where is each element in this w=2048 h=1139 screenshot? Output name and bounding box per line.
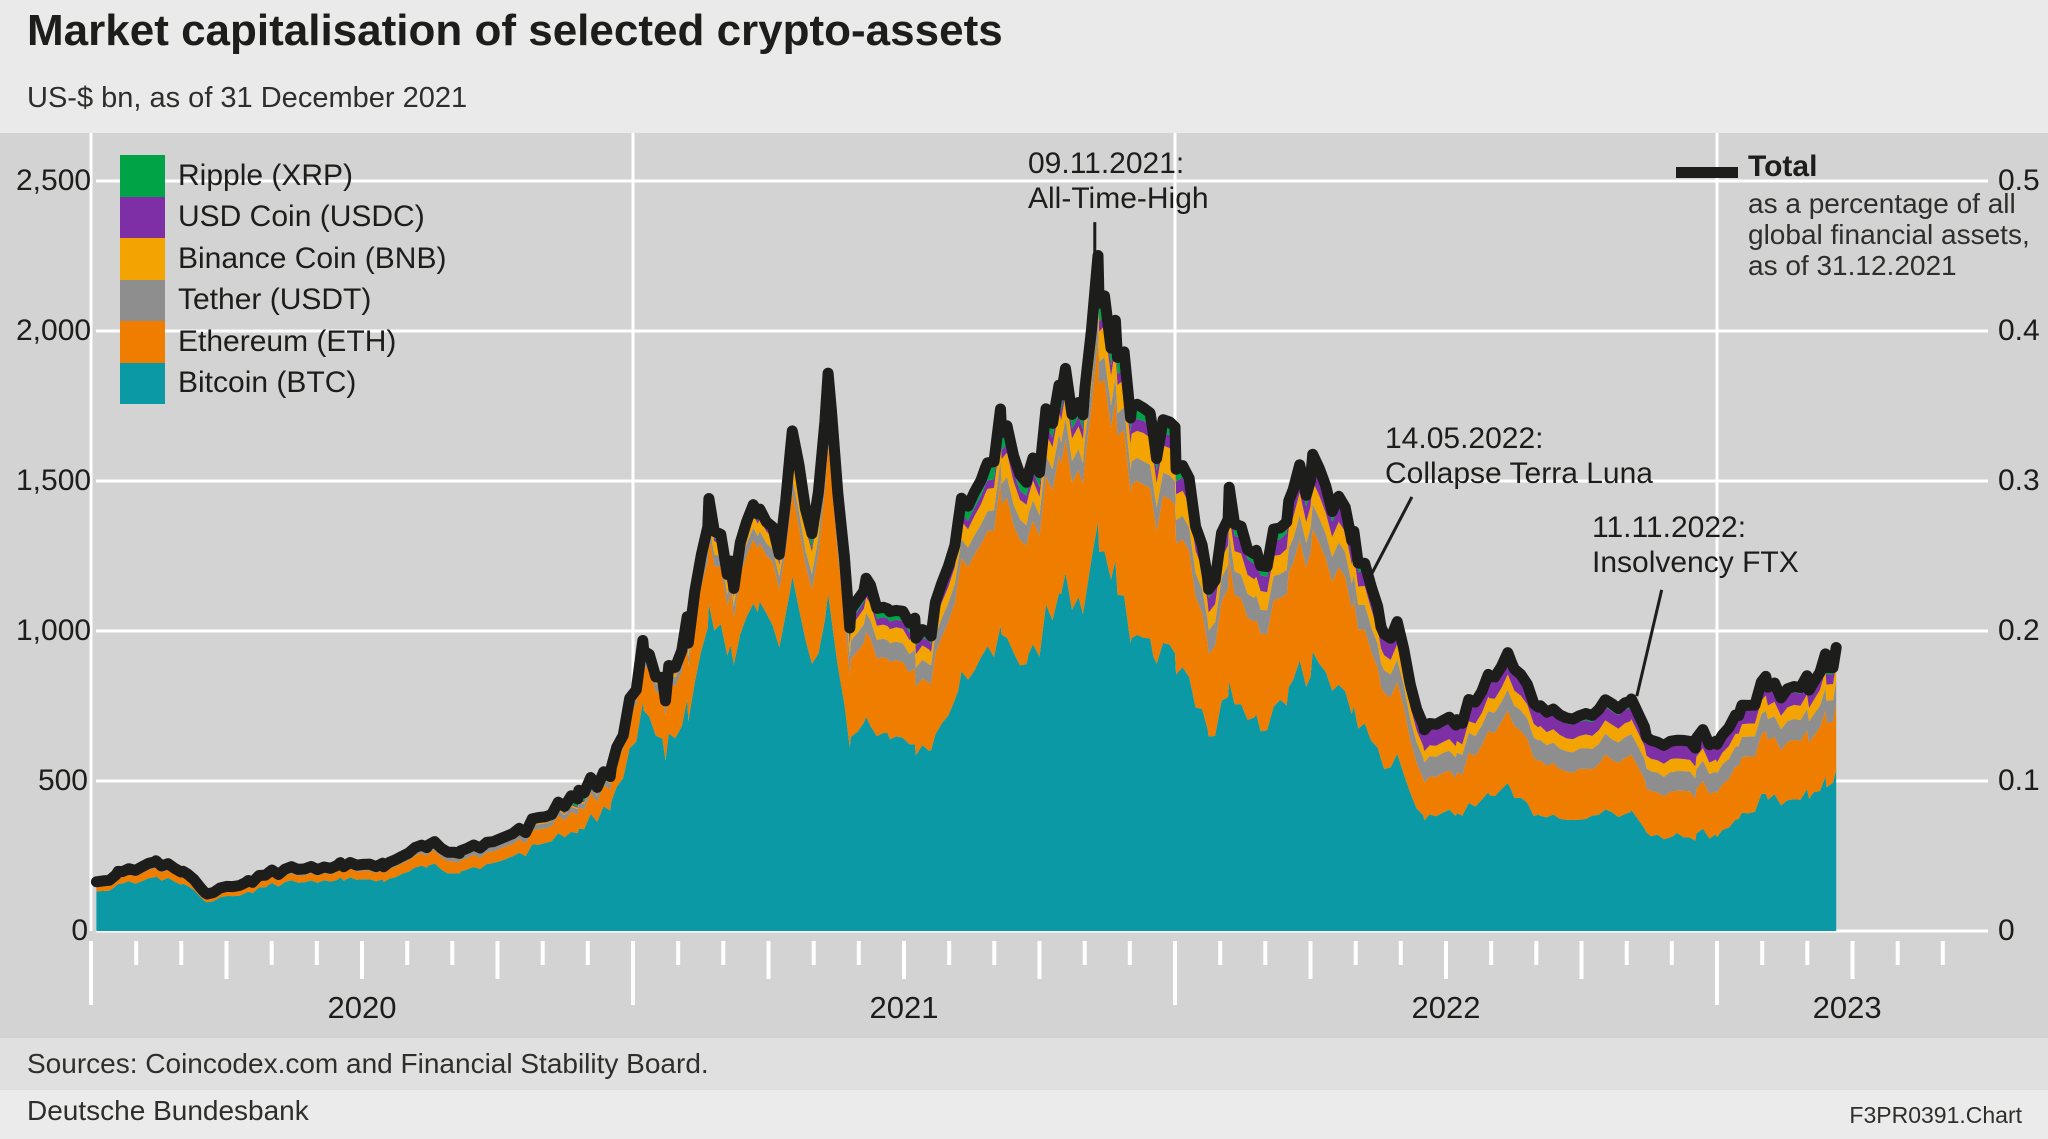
legend-label: Ripple (XRP) — [178, 158, 354, 192]
annotation-terra-luna: 14.05.2022: Collapse Terra Luna — [1385, 421, 1653, 491]
annotation-event: Collapse Terra Luna — [1385, 457, 1653, 490]
annotation-pointer-line — [1635, 589, 1664, 697]
x-axis-year-label: 2021 — [869, 990, 939, 1025]
area-ethereum-eth- — [96, 338, 1837, 903]
y-axis-right-tick-label: 0.2 — [1998, 614, 2040, 647]
total-legend-note-line: as of 31.12.2021 — [1748, 250, 1957, 281]
y-axis-left-tick-label: 500 — [37, 764, 88, 797]
total-legend-note: as a percentage of all global financial … — [1748, 188, 2030, 281]
total-line-swatch — [1676, 167, 1738, 178]
y-axis-right-tick-label: 0.5 — [1998, 164, 2040, 197]
footer-band — [0, 1038, 2048, 1090]
legend-label: Binance Coin (BNB) — [178, 241, 447, 275]
tether-swatch — [120, 279, 165, 321]
legend-item-usdc: USD Coin (USDC) — [120, 196, 446, 238]
y-axis-left-tick-label: 2,000 — [16, 314, 92, 347]
y-axis-left-tick-label: 2,500 — [16, 164, 92, 197]
title-band — [0, 0, 2048, 133]
annotation-date: 11.11.2022: — [1592, 511, 1747, 544]
usd-coin-swatch — [120, 196, 165, 238]
legend-label: Ethereum (ETH) — [178, 324, 397, 358]
legend-item-usdt: Tether (USDT) — [120, 279, 446, 321]
y-axis-right-tick-label: 0.3 — [1998, 464, 2040, 497]
y-axis-left-tick-label: 1,000 — [16, 614, 92, 647]
legend-item-ripple: Ripple (XRP) — [120, 155, 446, 197]
chart-id: F3PR0391.Chart — [1849, 1102, 2022, 1128]
page-title: Market capitalisation of selected crypto… — [27, 6, 1003, 55]
publisher: Deutsche Bundesbank — [27, 1095, 309, 1126]
total-legend-note-line: as a percentage of all — [1748, 188, 2016, 219]
x-axis-year-label: 2023 — [1812, 990, 1882, 1025]
area-bitcoin-btc- — [96, 522, 1837, 931]
x-axis-year-label: 2020 — [327, 990, 397, 1025]
bitcoin-swatch — [120, 362, 165, 404]
legend-item-bnb: Binance Coin (BNB) — [120, 238, 446, 280]
footer-bottom-band — [0, 1090, 2048, 1139]
annotation-all-time-high: 09.11.2021: All-Time-High — [1028, 146, 1209, 216]
y-axis-right-tick-label: 0.1 — [1998, 764, 2040, 797]
y-axis-right-tick-label: 0 — [1998, 914, 2015, 947]
y-axis-left-tick-label: 0 — [71, 914, 88, 947]
sources-note: Sources: Coincodex.com and Financial Sta… — [27, 1048, 709, 1079]
annotation-ftx: 11.11.2022: Insolvency FTX — [1592, 510, 1799, 580]
legend-label: Tether (USDT) — [178, 283, 372, 317]
series-legend: Ripple (XRP) USD Coin (USDC) Binance Coi… — [120, 155, 446, 404]
legend-item-btc: Bitcoin (BTC) — [120, 362, 446, 404]
binance-coin-swatch — [120, 238, 165, 280]
annotation-date: 14.05.2022: — [1385, 422, 1544, 455]
y-axis-left-tick-label: 1,500 — [16, 464, 92, 497]
legend-label: USD Coin (USDC) — [178, 200, 425, 234]
ethereum-swatch — [120, 321, 165, 363]
total-legend-title: Total — [1748, 150, 1818, 183]
total-line — [90, 250, 1842, 900]
annotation-pointer-line — [1365, 496, 1414, 584]
annotation-event: All-Time-High — [1028, 182, 1209, 215]
legend-label: Bitcoin (BTC) — [178, 366, 357, 400]
annotation-date: 09.11.2021: — [1028, 147, 1185, 180]
ripple-swatch — [120, 155, 165, 197]
x-axis-year-label: 2022 — [1411, 990, 1481, 1025]
annotation-event: Insolvency FTX — [1592, 546, 1799, 579]
legend-item-eth: Ethereum (ETH) — [120, 321, 446, 363]
total-legend-note-line: global financial assets, — [1748, 219, 2030, 250]
y-axis-right-tick-label: 0.4 — [1998, 314, 2040, 347]
page-subtitle: US-$ bn, as of 31 December 2021 — [27, 82, 468, 114]
